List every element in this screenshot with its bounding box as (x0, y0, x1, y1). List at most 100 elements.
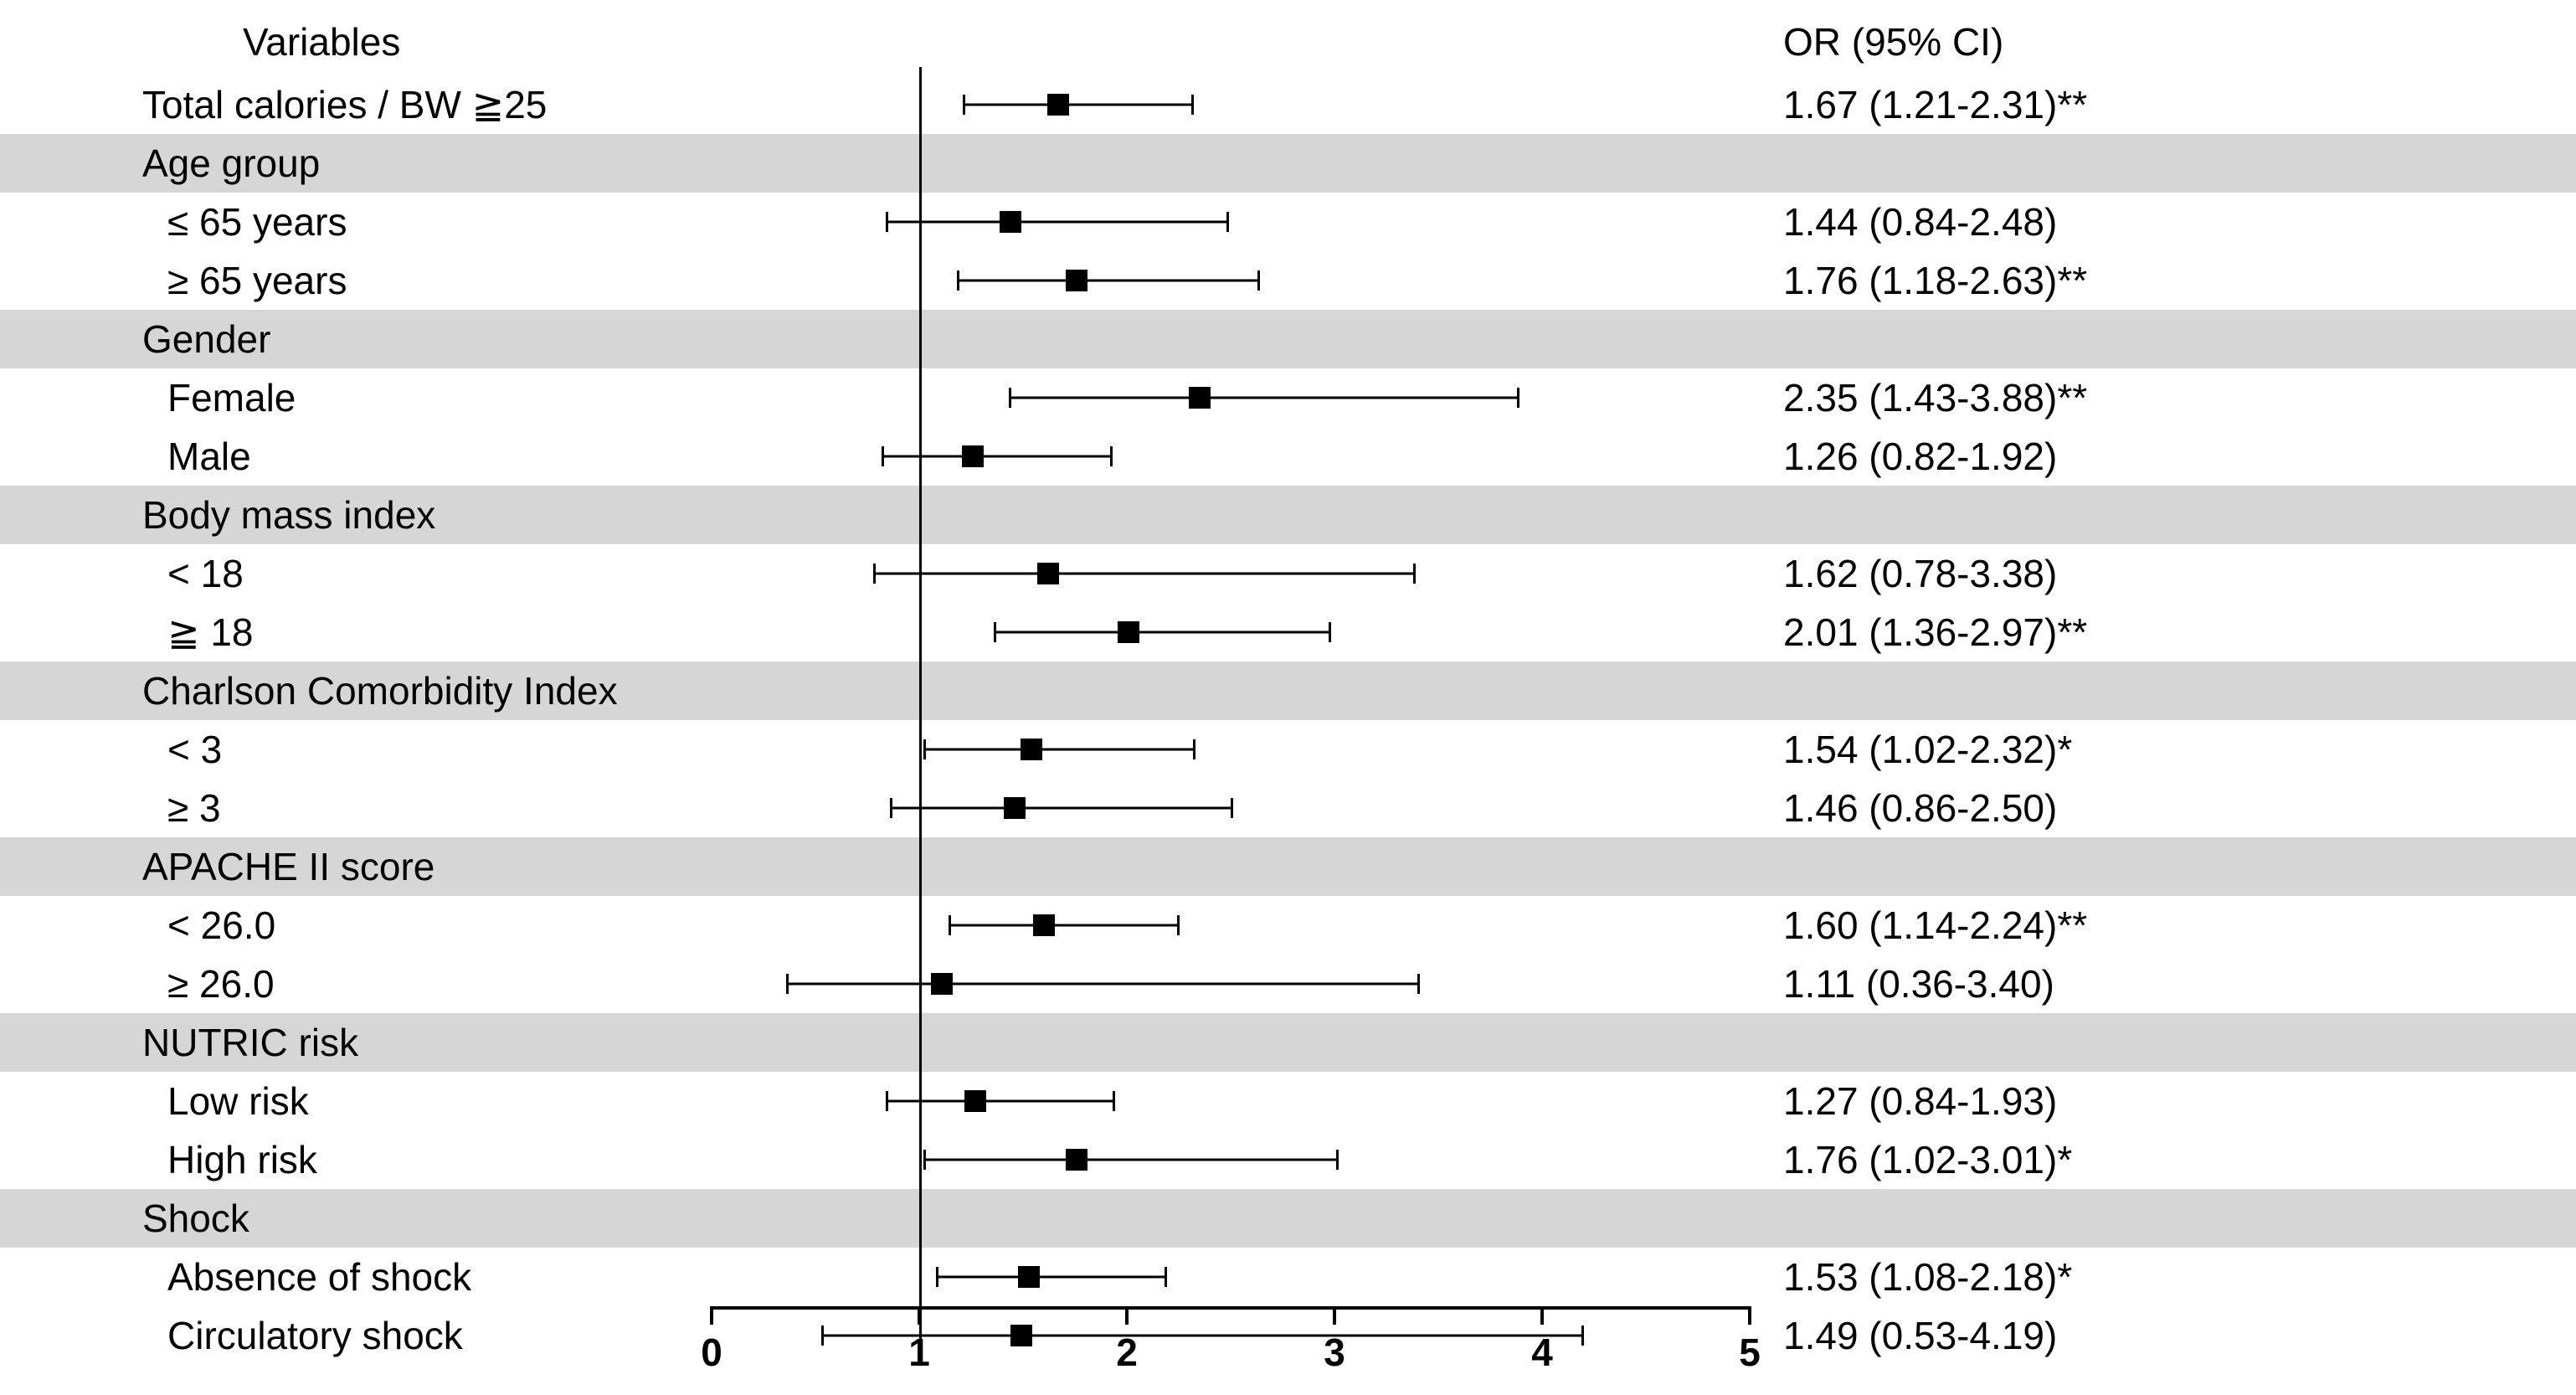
ci-cap-low (963, 95, 965, 115)
row-label: APACHE II score (0, 837, 854, 896)
ci-cap-low (994, 622, 996, 642)
group-row: NUTRIC risk (0, 1013, 2576, 1072)
group-row: Gender (0, 310, 2576, 368)
ci-cap-high (1177, 915, 1180, 935)
axis-tick (1125, 1306, 1129, 1325)
ci-cap-high (1231, 798, 1233, 818)
ci-line (786, 983, 1417, 986)
x-axis-line (712, 1306, 1750, 1310)
ci-cap-low (957, 270, 959, 291)
or-text: 1.60 (1.14-2.24)** (1783, 896, 2537, 955)
point-estimate (1000, 211, 1021, 233)
group-row: APACHE II score (0, 837, 2576, 896)
row-label: Shock (0, 1189, 854, 1248)
or-text: 1.54 (1.02-2.32)* (1783, 720, 2537, 779)
data-row: Absence of shock1.53 (1.08-2.18)* (0, 1248, 2576, 1306)
point-estimate (1066, 1149, 1087, 1171)
ci-plot (712, 603, 1750, 661)
data-row: ≧ 182.01 (1.36-2.97)** (0, 603, 2576, 661)
group-row: Age group (0, 134, 2576, 193)
ci-plot (712, 368, 1750, 427)
axis-tick (710, 1306, 713, 1325)
ci-line (886, 221, 1226, 224)
ci-plot (712, 544, 1750, 603)
ci-line (963, 104, 1191, 106)
data-row: ≥ 65 years1.76 (1.18-2.63)** (0, 251, 2576, 310)
ci-plot (712, 427, 1750, 486)
ci-plot (712, 1072, 1750, 1130)
axis-tick (1333, 1306, 1336, 1325)
ci-plot (712, 1248, 1750, 1306)
row-label: Body mass index (0, 486, 854, 544)
axis-tick (1540, 1306, 1544, 1325)
or-header: OR (95% CI) (1783, 8, 2537, 75)
ci-line (994, 631, 1328, 634)
ci-cap-low (890, 798, 892, 818)
ci-line (949, 924, 1177, 927)
data-row: ≥ 26.01.11 (0.36-3.40) (0, 955, 2576, 1013)
axis-tick-label: 3 (1324, 1330, 1345, 1375)
data-row: Low risk1.27 (0.84-1.93) (0, 1072, 2576, 1130)
x-axis: 012345 (712, 1306, 1750, 1390)
ci-cap-low (886, 1091, 888, 1111)
point-estimate (1037, 563, 1059, 584)
point-estimate (931, 973, 953, 995)
data-row: Total calories / BW ≧251.67 (1.21-2.31)*… (0, 75, 2576, 134)
forest-plot: Variables OR (95% CI) Total calories / B… (0, 0, 2576, 1395)
or-text: 1.44 (0.84-2.48) (1783, 193, 2537, 251)
data-row: < 26.01.60 (1.14-2.24)** (0, 896, 2576, 955)
ci-cap-high (1417, 974, 1420, 994)
data-row: Male1.26 (0.82-1.92) (0, 427, 2576, 486)
ci-plot (712, 75, 1750, 134)
ci-cap-low (886, 212, 888, 232)
ci-cap-low (923, 739, 926, 759)
ci-cap-high (1257, 270, 1260, 291)
ci-line (936, 1276, 1165, 1279)
or-text: 1.76 (1.02-3.01)* (1783, 1130, 2537, 1189)
ci-line (957, 280, 1258, 282)
ci-cap-low (923, 1150, 926, 1170)
point-estimate (1004, 797, 1026, 819)
point-estimate (1047, 94, 1069, 116)
data-row: ≤ 65 years1.44 (0.84-2.48) (0, 193, 2576, 251)
ci-cap-low (936, 1267, 938, 1287)
row-label: NUTRIC risk (0, 1013, 854, 1072)
group-row: Body mass index (0, 486, 2576, 544)
axis-tick-label: 5 (1739, 1330, 1761, 1375)
point-estimate (1018, 1266, 1040, 1288)
header-row: Variables OR (95% CI) (0, 8, 2576, 75)
ci-cap-high (1110, 446, 1113, 466)
or-text: 1.53 (1.08-2.18)* (1783, 1248, 2537, 1306)
ci-plot (712, 193, 1750, 251)
forest-rows: Total calories / BW ≧251.67 (1.21-2.31)*… (0, 75, 2576, 1365)
reference-line (919, 67, 922, 1340)
ci-line (923, 1159, 1337, 1161)
axis-tick (1748, 1306, 1751, 1325)
axis-tick-label: 2 (1116, 1330, 1138, 1375)
or-text: 1.76 (1.18-2.63)** (1783, 251, 2537, 310)
point-estimate (1066, 270, 1087, 291)
ci-cap-low (949, 915, 951, 935)
ci-cap-high (1336, 1150, 1339, 1170)
or-text: 1.67 (1.21-2.31)** (1783, 75, 2537, 134)
group-row: Shock (0, 1189, 2576, 1248)
or-text: 1.26 (0.82-1.92) (1783, 427, 2537, 486)
point-estimate (1033, 914, 1055, 936)
point-estimate (1021, 739, 1042, 760)
data-row: < 181.62 (0.78-3.38) (0, 544, 2576, 603)
ci-cap-high (1165, 1267, 1167, 1287)
axis-tick-label: 4 (1531, 1330, 1553, 1375)
ci-line (1009, 397, 1518, 399)
point-estimate (964, 1090, 986, 1112)
point-estimate (1189, 387, 1211, 409)
row-label: Gender (0, 310, 854, 368)
ci-cap-high (1191, 95, 1194, 115)
ci-cap-high (1113, 1091, 1115, 1111)
ci-line (882, 456, 1110, 458)
ci-plot (712, 955, 1750, 1013)
point-estimate (962, 445, 984, 467)
ci-plot (712, 896, 1750, 955)
data-row: High risk1.76 (1.02-3.01)* (0, 1130, 2576, 1189)
data-row: ≥ 31.46 (0.86-2.50) (0, 779, 2576, 837)
or-text: 1.27 (0.84-1.93) (1783, 1072, 2537, 1130)
